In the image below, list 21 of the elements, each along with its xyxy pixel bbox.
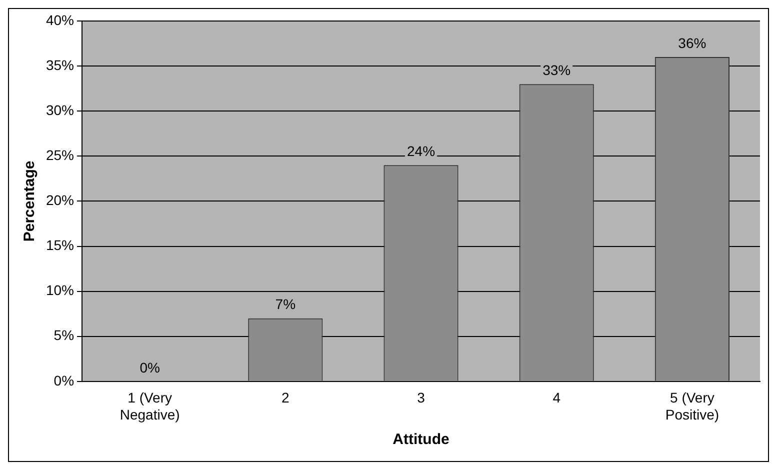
y-tick-label: 40% [46,12,74,28]
y-tick-label: 10% [46,282,74,298]
y-tick-label: 35% [46,56,74,73]
x-tick-label: 5 (Very Positive) [665,390,720,422]
data-label: 36% [678,34,706,51]
x-tick-label: 2 [282,390,290,406]
data-label: 7% [275,296,296,312]
y-tick-label: 5% [54,327,74,344]
data-label: 0% [140,359,160,376]
x-axis-title: Attitude [392,431,450,448]
y-tick-label: 15% [46,237,74,254]
x-tick-label: 3 [417,390,426,406]
y-axis-title: Percentage [21,160,38,242]
x-tick-label: 4 [552,390,561,406]
y-tick-label: 20% [46,192,74,208]
y-tick-label: 0% [54,372,74,388]
data-label: 24% [406,143,436,160]
data-label: 33% [542,62,571,78]
x-tick-label: 1 (Very Negative) [120,390,180,422]
y-tick-label: 30% [46,102,74,118]
y-tick-label: 25% [46,147,74,164]
